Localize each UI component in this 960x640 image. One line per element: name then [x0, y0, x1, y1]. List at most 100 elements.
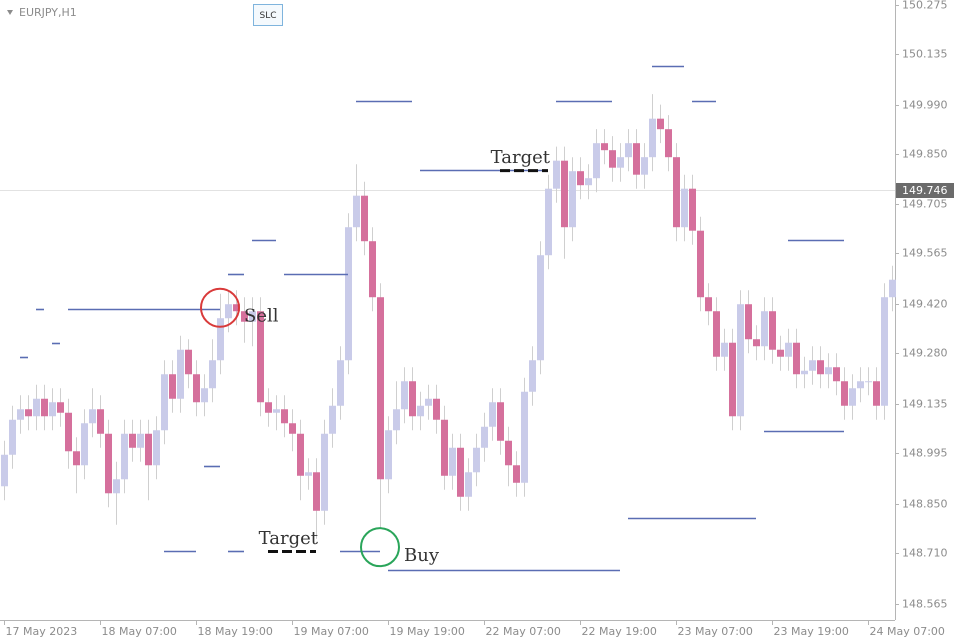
x-tick-label: 18 May 19:00: [198, 625, 273, 638]
y-tick-label: 149.565: [902, 247, 948, 260]
candle-body: [41, 398, 48, 417]
candle-body: [857, 381, 864, 389]
candle-body: [801, 370, 808, 375]
candle-body: [625, 143, 632, 158]
candle-body: [369, 241, 376, 298]
y-tick-label: 149.420: [902, 298, 948, 311]
y-tick-label: 148.995: [902, 447, 948, 460]
candle-body: [817, 360, 824, 375]
candle-body: [25, 409, 32, 417]
candle-body: [537, 255, 544, 361]
candle-body: [177, 349, 184, 399]
candle-body: [825, 367, 832, 375]
candle-body: [137, 433, 144, 448]
candle-body: [241, 311, 248, 322]
candle-body: [457, 447, 464, 497]
candle-body: [809, 360, 816, 371]
candle-body: [553, 160, 560, 189]
candle-body: [113, 479, 120, 494]
slc-button[interactable]: [253, 4, 283, 26]
menu-arrow[interactable]: [7, 10, 13, 15]
candle-body: [593, 143, 600, 179]
candle-body: [577, 171, 584, 186]
candle-body: [417, 405, 424, 417]
x-tick-label: 22 May 07:00: [486, 625, 561, 638]
y-tick-label: 149.705: [902, 198, 948, 211]
candle-body: [401, 381, 408, 410]
y-tick-label: 148.565: [902, 598, 948, 611]
candle-body: [121, 433, 128, 480]
x-tick-label: 19 May 19:00: [390, 625, 465, 638]
candle-body: [473, 447, 480, 473]
candle-body: [97, 409, 104, 434]
candle-body: [489, 402, 496, 427]
candle-body: [793, 342, 800, 375]
candle-body: [881, 297, 888, 406]
candle-body: [465, 472, 472, 497]
candle-body: [745, 304, 752, 340]
x-tick-label: 19 May 07:00: [294, 625, 369, 638]
candle-body: [57, 402, 64, 413]
candle-body: [129, 433, 136, 448]
candle-body: [17, 409, 24, 420]
candle-body: [145, 433, 152, 466]
candle-body: [345, 227, 352, 361]
candle-body: [737, 304, 744, 417]
candle-body: [713, 311, 720, 357]
candle-body: [385, 430, 392, 480]
candle-body: [569, 171, 576, 228]
y-tick-label: 149.850: [902, 148, 948, 161]
signal-circle: [200, 287, 240, 328]
candle-body: [545, 188, 552, 256]
candle-body: [505, 440, 512, 466]
y-tick-label: 148.710: [902, 547, 948, 560]
candle-body: [641, 157, 648, 175]
slc-button-label[interactable]: SLC: [259, 11, 276, 21]
y-tick-label: 150.275: [902, 0, 948, 12]
candle-body: [353, 195, 360, 228]
candle-body: [9, 419, 16, 455]
candle-body: [201, 388, 208, 403]
candle-body: [193, 374, 200, 403]
candle-body: [689, 188, 696, 231]
candle-body: [721, 342, 728, 357]
candle-body: [273, 409, 280, 413]
x-tick-label: 23 May 07:00: [678, 625, 753, 638]
signal-label: Sell: [244, 306, 279, 327]
candle-body: [73, 451, 80, 466]
candle-body: [873, 381, 880, 406]
candle-body: [153, 430, 160, 466]
candle-body: [249, 311, 256, 322]
candle-body: [785, 342, 792, 357]
x-tick-label: 24 May 07:00: [870, 625, 945, 638]
candle-body: [609, 150, 616, 168]
candle-body: [257, 311, 264, 403]
candle-body: [81, 423, 88, 466]
candle-body: [841, 381, 848, 406]
candle-body: [497, 402, 504, 441]
candle-body: [169, 374, 176, 399]
target-label: Target: [259, 528, 319, 549]
candle-body: [393, 409, 400, 431]
candle-body: [289, 423, 296, 434]
current-price-label: 149.746: [902, 184, 948, 197]
candle-body: [753, 339, 760, 347]
y-tick-label: 149.280: [902, 347, 948, 360]
y-tick-label: 149.135: [902, 398, 948, 411]
candle-body: [441, 419, 448, 476]
x-tick-label: 17 May 2023: [6, 625, 78, 638]
candle-body: [33, 398, 40, 417]
candle-body: [161, 374, 168, 431]
candle-body: [65, 412, 72, 452]
candle-body: [361, 195, 368, 242]
candle-body: [657, 118, 664, 130]
candle-body: [665, 129, 672, 158]
candle-body: [329, 405, 336, 434]
candle-body: [281, 409, 288, 424]
candle-body: [673, 157, 680, 228]
candle-body: [297, 433, 304, 476]
candle-body: [617, 157, 624, 168]
x-tick-label: 18 May 07:00: [102, 625, 177, 638]
candle-body: [265, 402, 272, 413]
